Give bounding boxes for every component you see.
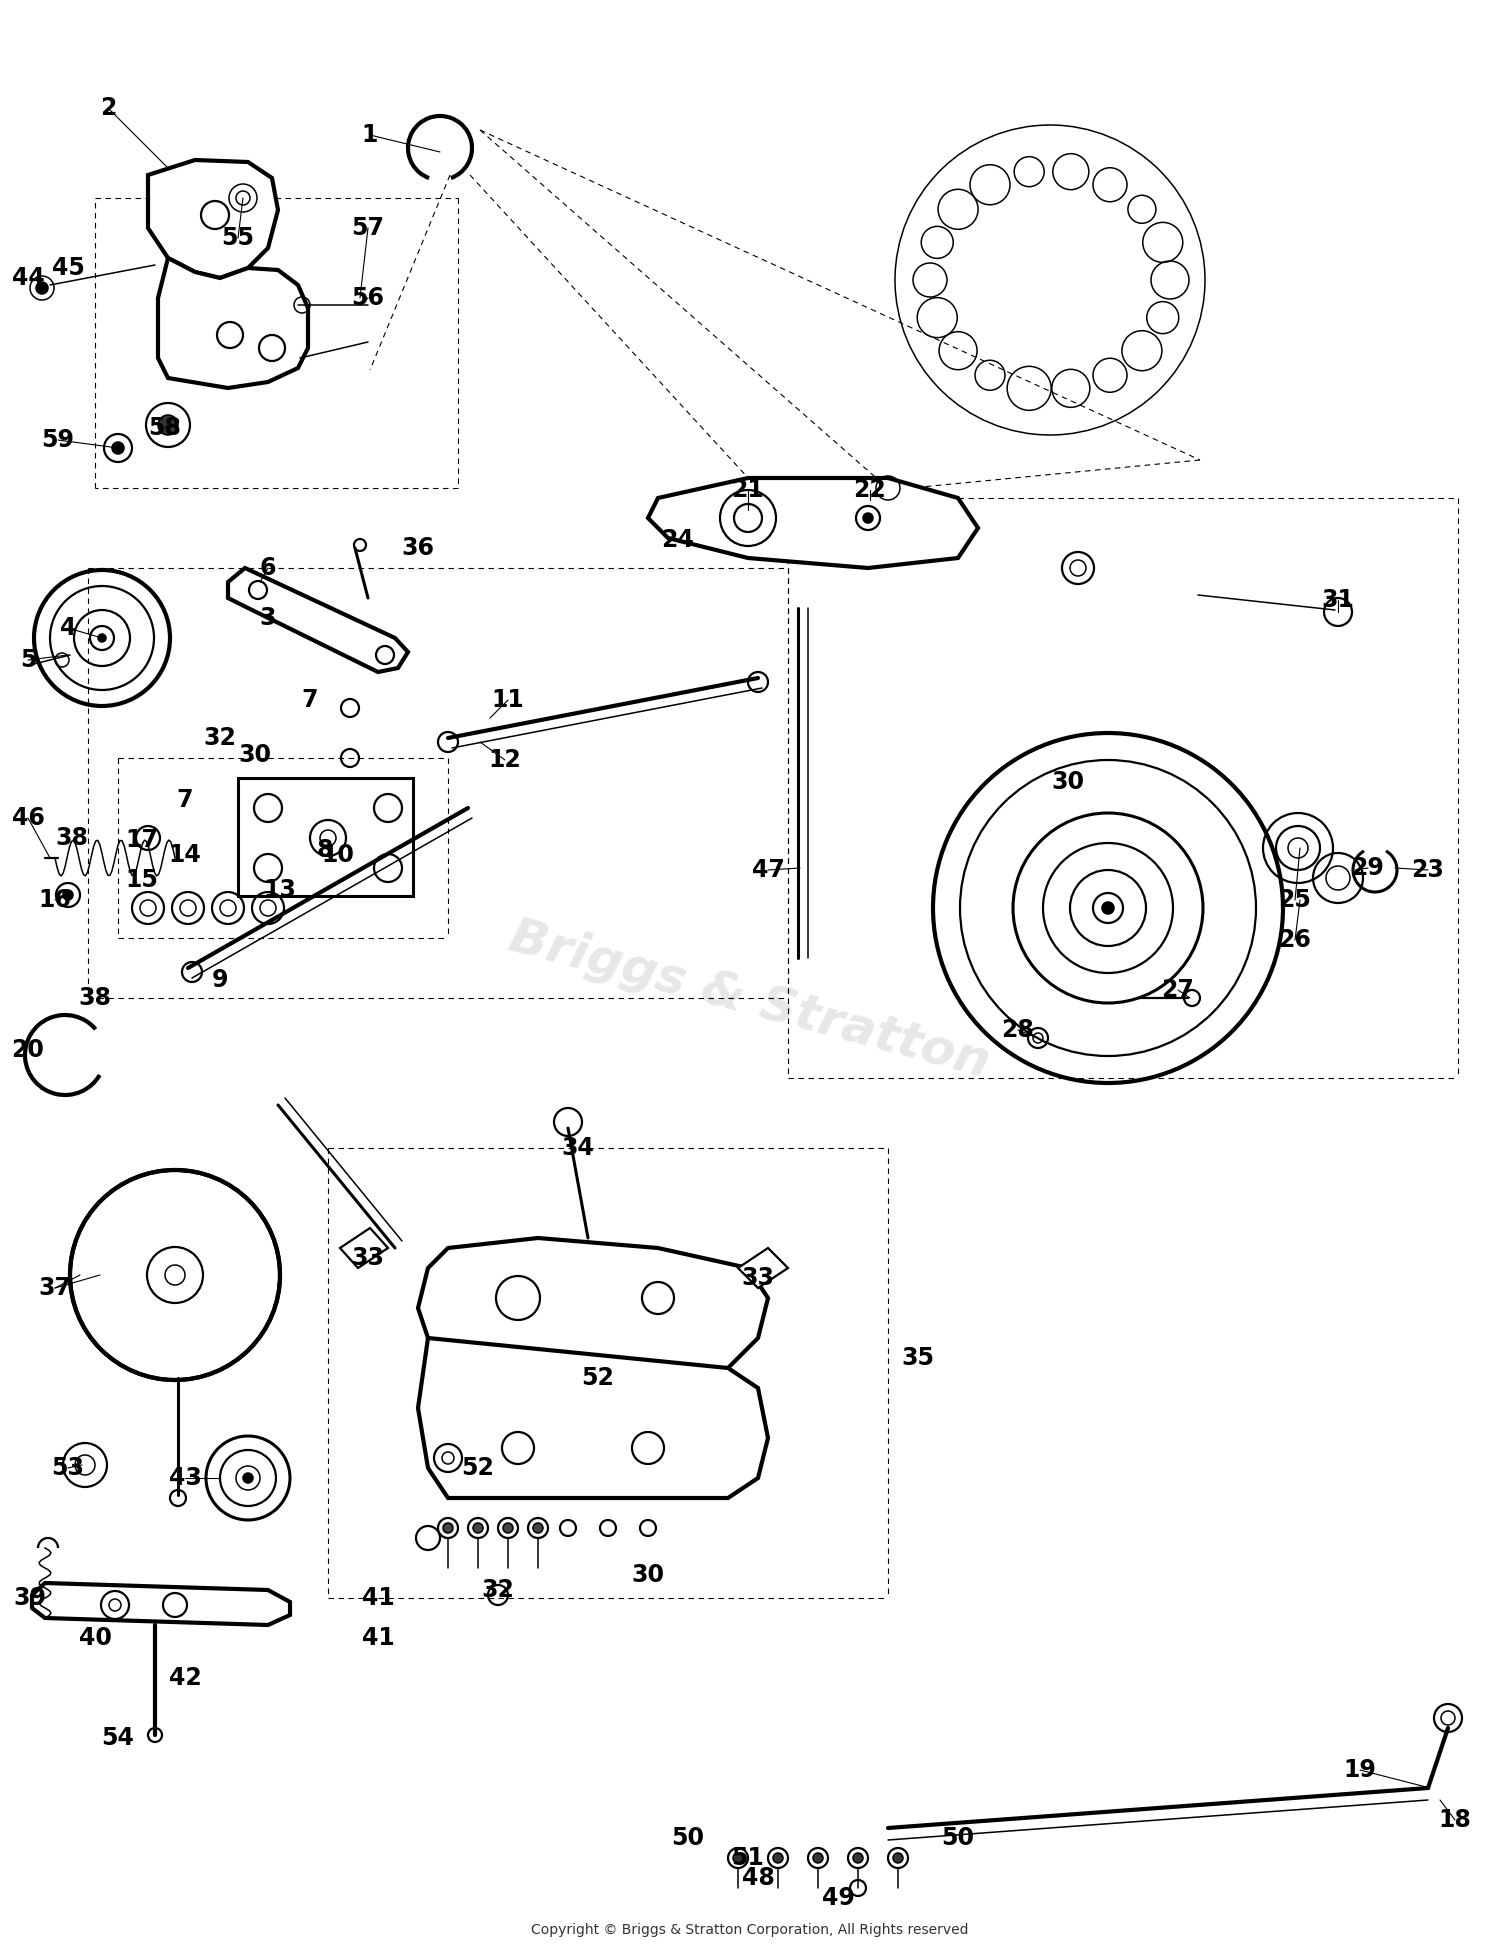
Text: 14: 14 — [168, 843, 201, 867]
Text: 52: 52 — [582, 1366, 615, 1389]
Text: 21: 21 — [732, 478, 765, 503]
Text: 15: 15 — [126, 869, 159, 892]
Polygon shape — [158, 258, 308, 387]
Text: Copyright © Briggs & Stratton Corporation, All Rights reserved: Copyright © Briggs & Stratton Corporatio… — [531, 1924, 969, 1937]
Circle shape — [503, 1523, 513, 1532]
Text: 24: 24 — [662, 528, 694, 552]
Text: 11: 11 — [492, 689, 525, 712]
Text: 33: 33 — [741, 1266, 774, 1290]
Text: 22: 22 — [853, 478, 886, 503]
Polygon shape — [419, 1339, 768, 1497]
Text: 35: 35 — [902, 1346, 934, 1370]
Circle shape — [36, 282, 48, 294]
Circle shape — [63, 890, 74, 900]
Polygon shape — [32, 1583, 290, 1624]
Text: 23: 23 — [1412, 857, 1444, 883]
Bar — [238, 779, 412, 896]
Text: 47: 47 — [752, 857, 784, 883]
Circle shape — [442, 1523, 453, 1532]
Text: 45: 45 — [51, 256, 84, 280]
Text: 3: 3 — [260, 607, 276, 630]
Text: 51: 51 — [732, 1845, 765, 1871]
Text: 9: 9 — [211, 969, 228, 992]
Circle shape — [772, 1853, 783, 1863]
Text: 10: 10 — [321, 843, 354, 867]
Text: 12: 12 — [489, 748, 522, 771]
Circle shape — [813, 1853, 824, 1863]
Text: 31: 31 — [1322, 587, 1354, 613]
Text: 52: 52 — [462, 1456, 495, 1479]
Text: 33: 33 — [351, 1247, 384, 1270]
Text: 16: 16 — [39, 888, 72, 912]
Circle shape — [112, 442, 125, 454]
Text: 28: 28 — [1002, 1018, 1035, 1041]
Text: 1: 1 — [362, 123, 378, 147]
Text: 26: 26 — [1278, 928, 1311, 951]
Text: 44: 44 — [12, 266, 45, 290]
Text: 55: 55 — [222, 225, 255, 250]
Text: 19: 19 — [1344, 1757, 1377, 1783]
Circle shape — [1102, 902, 1114, 914]
Text: 13: 13 — [264, 879, 297, 902]
Polygon shape — [648, 478, 978, 568]
Polygon shape — [228, 568, 408, 671]
Text: 41: 41 — [362, 1585, 394, 1611]
Polygon shape — [738, 1249, 788, 1288]
Circle shape — [243, 1474, 254, 1483]
Text: 58: 58 — [148, 417, 182, 440]
Text: 20: 20 — [12, 1037, 45, 1063]
Text: 2: 2 — [100, 96, 116, 119]
Text: 38: 38 — [78, 986, 111, 1010]
Text: 4: 4 — [60, 616, 76, 640]
Text: 42: 42 — [168, 1665, 201, 1691]
Text: 32: 32 — [482, 1577, 514, 1603]
Text: 39: 39 — [13, 1585, 46, 1611]
Text: 6: 6 — [260, 556, 276, 579]
Text: 30: 30 — [632, 1564, 664, 1587]
Text: 49: 49 — [822, 1887, 855, 1910]
Text: 40: 40 — [78, 1626, 111, 1650]
Text: 30: 30 — [1052, 769, 1084, 795]
Text: 36: 36 — [402, 536, 435, 560]
Text: 30: 30 — [238, 744, 272, 767]
Circle shape — [532, 1523, 543, 1532]
Text: 53: 53 — [51, 1456, 84, 1479]
Circle shape — [158, 415, 178, 434]
Text: 57: 57 — [351, 215, 384, 241]
Circle shape — [892, 1853, 903, 1863]
Circle shape — [734, 1853, 742, 1863]
Text: 37: 37 — [39, 1276, 72, 1299]
Text: 18: 18 — [1438, 1808, 1472, 1832]
Circle shape — [472, 1523, 483, 1532]
Text: 29: 29 — [1352, 855, 1384, 881]
Text: 43: 43 — [168, 1466, 201, 1489]
Circle shape — [862, 513, 873, 523]
Circle shape — [853, 1853, 862, 1863]
Polygon shape — [419, 1239, 768, 1388]
Text: 50: 50 — [942, 1826, 975, 1849]
Text: Briggs & Stratton: Briggs & Stratton — [504, 912, 996, 1088]
Text: 27: 27 — [1161, 978, 1194, 1002]
Circle shape — [70, 1170, 280, 1380]
Text: 34: 34 — [561, 1135, 594, 1161]
Text: 8: 8 — [316, 838, 333, 861]
Text: 54: 54 — [102, 1726, 135, 1750]
Text: 56: 56 — [351, 286, 384, 309]
Text: 7: 7 — [177, 789, 194, 812]
Text: 38: 38 — [56, 826, 88, 849]
Text: 59: 59 — [42, 429, 75, 452]
Text: 46: 46 — [12, 806, 45, 830]
Text: 32: 32 — [204, 726, 237, 750]
Text: 41: 41 — [362, 1626, 394, 1650]
Text: 25: 25 — [1278, 888, 1311, 912]
Text: 17: 17 — [126, 828, 159, 851]
Text: 50: 50 — [672, 1826, 705, 1849]
Text: 7: 7 — [302, 689, 318, 712]
Text: 5: 5 — [20, 648, 36, 671]
Polygon shape — [148, 160, 278, 278]
Text: 48: 48 — [741, 1867, 774, 1890]
Circle shape — [98, 634, 106, 642]
Polygon shape — [340, 1227, 388, 1268]
